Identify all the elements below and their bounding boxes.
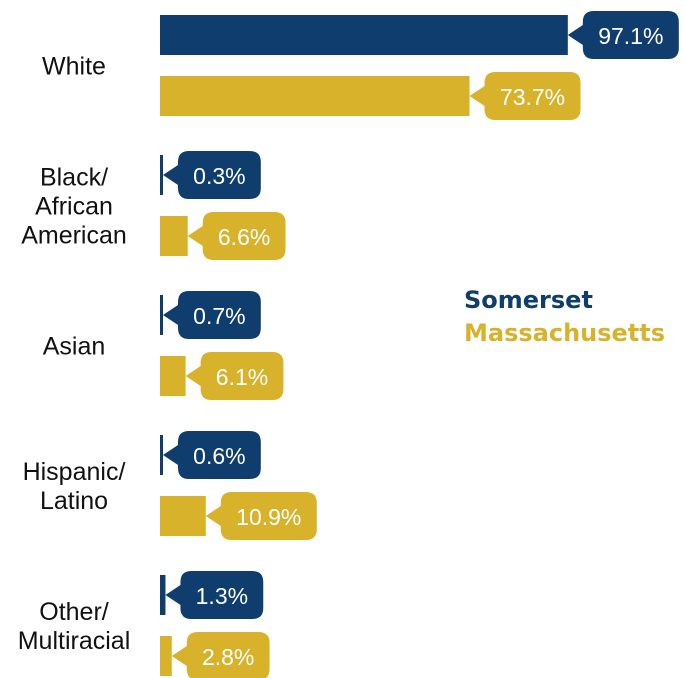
massachusetts-bar <box>160 216 188 256</box>
category-label: Asian <box>43 333 106 361</box>
somerset-data-label: 0.7% <box>193 303 245 329</box>
massachusetts-value-tag <box>187 212 286 260</box>
massachusetts-bar <box>160 496 206 536</box>
legend-massachusetts: Massachusetts <box>464 319 666 347</box>
massachusetts-data-label: 6.1% <box>216 364 268 390</box>
massachusetts-value-tag <box>205 492 317 540</box>
somerset-data-label: 0.3% <box>193 163 245 189</box>
category-label: White <box>42 53 106 81</box>
massachusetts-bar <box>160 636 172 676</box>
legend-somerset: Somerset <box>464 286 593 314</box>
somerset-bar <box>160 435 163 475</box>
category-label: Black/African American <box>21 164 127 250</box>
massachusetts-data-label: 6.6% <box>218 224 270 250</box>
category-label: Other/Multiracial <box>18 598 131 655</box>
category-label: Hispanic/Latino <box>23 458 126 515</box>
massachusetts-data-label: 73.7% <box>500 84 565 110</box>
massachusetts-value-tag <box>185 352 284 400</box>
massachusetts-bar <box>160 76 470 116</box>
somerset-bar <box>160 575 166 615</box>
somerset-bar <box>160 155 163 195</box>
somerset-value-tag <box>165 571 264 619</box>
somerset-value-tag <box>163 291 261 339</box>
somerset-data-label: 97.1% <box>598 23 663 49</box>
legend: Somerset Massachusetts <box>464 284 665 350</box>
massachusetts-data-label: 10.9% <box>236 504 301 530</box>
somerset-value-tag <box>163 151 261 199</box>
somerset-bar <box>160 295 163 335</box>
massachusetts-bar <box>160 356 186 396</box>
somerset-data-label: 0.6% <box>193 443 245 469</box>
massachusetts-value-tag <box>171 632 270 678</box>
massachusetts-data-label: 2.8% <box>202 644 254 670</box>
somerset-data-label: 1.3% <box>196 583 248 609</box>
somerset-bar <box>160 15 568 55</box>
massachusetts-value-tag <box>469 72 581 120</box>
somerset-value-tag <box>163 431 261 479</box>
somerset-value-tag <box>567 11 679 59</box>
